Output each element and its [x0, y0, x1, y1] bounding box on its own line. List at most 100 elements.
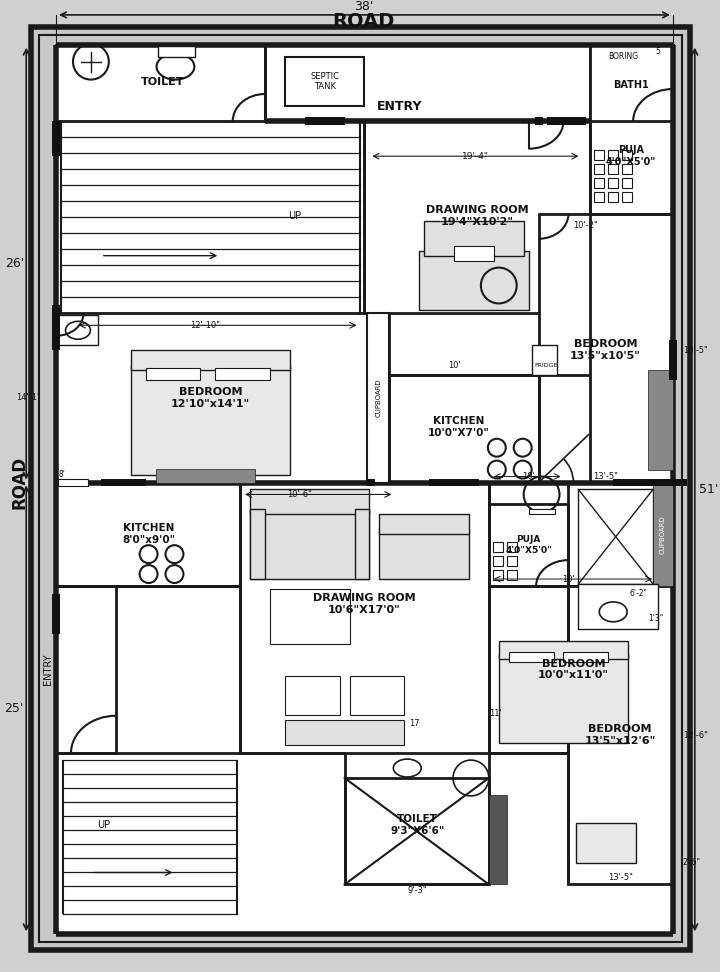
Text: 5: 5	[655, 48, 660, 56]
Text: CUPBOARD: CUPBOARD	[375, 379, 382, 417]
Text: ROAD: ROAD	[333, 13, 395, 31]
Bar	[590, 45, 673, 214]
Bar	[492, 542, 503, 552]
Bar	[539, 214, 673, 482]
Bar	[56, 45, 673, 934]
Bar	[454, 246, 494, 260]
Text: 13'-5": 13'-5"	[593, 472, 618, 481]
Bar	[489, 586, 658, 753]
Bar	[507, 542, 517, 552]
Text: ENTRY: ENTRY	[377, 100, 422, 113]
Bar	[569, 586, 673, 885]
Text: BATH1: BATH1	[613, 80, 649, 89]
Text: 12'-6": 12'-6"	[683, 731, 708, 740]
Bar	[608, 151, 618, 160]
Bar	[622, 151, 632, 160]
Text: TOILET
9'3"X6'6": TOILET 9'3"X6'6"	[390, 814, 444, 836]
Text: 9'-3": 9'-3"	[408, 885, 427, 895]
Bar	[535, 118, 543, 125]
Text: DRAWING ROOM
10'6"X17'0": DRAWING ROOM 10'6"X17'0"	[313, 593, 416, 614]
Text: ENTRY: ENTRY	[43, 654, 53, 685]
Bar	[424, 221, 523, 256]
Bar	[578, 584, 658, 629]
Text: 38': 38'	[354, 0, 373, 14]
Bar	[528, 509, 554, 514]
Bar	[578, 490, 653, 584]
Bar	[350, 676, 405, 715]
Text: 11': 11'	[489, 709, 502, 718]
Bar	[250, 490, 369, 514]
Bar	[608, 178, 618, 188]
Bar	[492, 556, 503, 566]
Text: CUPBOARD: CUPBOARD	[660, 515, 666, 554]
Text: KITCHEN
10'0"X7'0": KITCHEN 10'0"X7'0"	[428, 416, 490, 437]
Text: 25': 25'	[4, 702, 24, 714]
Text: 17: 17	[409, 718, 420, 728]
Text: 8': 8'	[58, 470, 65, 479]
Text: BEDROOM
12'10"x14'1": BEDROOM 12'10"x14'1"	[171, 387, 250, 409]
Bar	[367, 313, 390, 482]
Bar	[52, 594, 60, 634]
Bar	[590, 45, 673, 122]
Text: 1'3": 1'3"	[649, 614, 664, 623]
Bar	[56, 45, 265, 122]
Bar	[215, 368, 270, 380]
Text: 19'-4": 19'-4"	[462, 152, 490, 160]
Text: BEDROOM
10'0"x11'0": BEDROOM 10'0"x11'0"	[538, 659, 609, 680]
Bar	[564, 651, 608, 662]
Bar	[489, 795, 507, 885]
Bar	[111, 478, 145, 487]
Text: UP: UP	[97, 819, 110, 830]
Text: FRIDGE: FRIDGE	[534, 363, 557, 367]
Bar	[669, 340, 677, 380]
Bar	[419, 251, 528, 310]
Text: SEPTIC
TANK: SEPTIC TANK	[310, 72, 339, 91]
Bar	[56, 482, 240, 586]
Text: 10': 10'	[522, 472, 535, 481]
Bar	[250, 509, 265, 579]
Bar	[145, 368, 200, 380]
Bar	[489, 504, 569, 586]
Bar	[642, 478, 687, 487]
Text: KITCHEN
8'0"x9'0": KITCHEN 8'0"x9'0"	[122, 524, 175, 545]
Bar	[429, 478, 471, 487]
Bar	[305, 118, 345, 125]
Text: DRAWING ROOM
19'4"X10'2": DRAWING ROOM 19'4"X10'2"	[426, 205, 528, 226]
Text: BEDROOM
13'5"x12'6": BEDROOM 13'5"x12'6"	[585, 724, 656, 746]
Bar	[531, 345, 557, 375]
Bar	[131, 350, 290, 370]
Bar	[499, 641, 628, 659]
Bar	[492, 570, 503, 580]
Text: 14'-1": 14'-1"	[17, 394, 41, 402]
Text: TOILET: TOILET	[141, 77, 184, 87]
Bar	[58, 478, 88, 487]
Bar	[594, 151, 604, 160]
Text: 2'-6": 2'-6"	[683, 858, 701, 867]
Bar	[240, 482, 489, 753]
Bar	[379, 514, 469, 535]
Text: ROAD: ROAD	[10, 456, 28, 509]
Bar	[390, 375, 539, 482]
Bar	[507, 570, 517, 580]
Bar	[594, 164, 604, 174]
Text: 13'-5": 13'-5"	[608, 873, 633, 882]
Bar	[56, 313, 367, 482]
Text: PUJA
4'0"X5'0": PUJA 4'0"X5'0"	[505, 536, 552, 555]
Bar	[434, 478, 479, 487]
Bar	[131, 365, 290, 474]
Text: 10'-6": 10'-6"	[287, 490, 312, 499]
Bar	[622, 164, 632, 174]
Bar	[354, 509, 369, 579]
Bar	[367, 478, 375, 487]
Bar	[158, 46, 195, 56]
Bar	[648, 370, 673, 469]
Bar	[594, 178, 604, 188]
Bar	[509, 651, 554, 662]
Bar	[379, 530, 469, 579]
Text: 10'-2": 10'-2"	[573, 222, 598, 230]
Bar	[52, 122, 60, 156]
Bar	[156, 469, 255, 482]
Text: 51': 51'	[699, 483, 719, 496]
Bar	[101, 478, 145, 487]
Bar	[507, 556, 517, 566]
